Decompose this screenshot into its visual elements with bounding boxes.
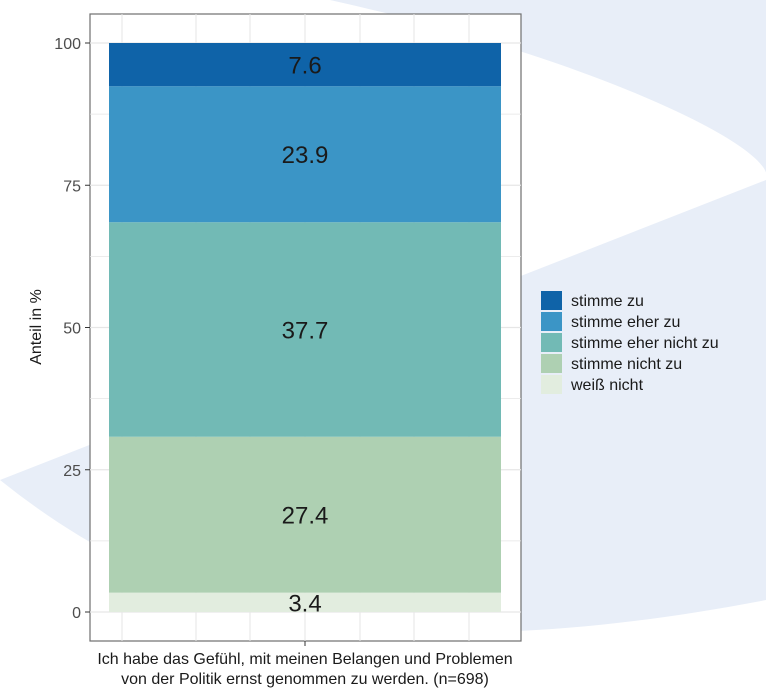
legend: stimme zu stimme eher zu stimme eher nicht… [541, 291, 719, 394]
bar-segment-2 [109, 222, 501, 437]
bar-segment-4 [109, 43, 501, 87]
legend-swatch-2 [541, 333, 562, 352]
x-category-label-line-2: von der Politik ernst genommen zu werden… [121, 671, 489, 688]
legend-swatch-4 [541, 375, 562, 394]
segment-value-label-3: 23.9 [282, 142, 329, 169]
legend-label-1: stimme eher zu [571, 314, 680, 331]
y-axis-title: Anteil in % [28, 289, 45, 365]
legend-label-4: weiß nicht [570, 377, 644, 394]
y-tick-label-1: 25 [63, 463, 81, 480]
legend-label-0: stimme zu [571, 293, 644, 310]
segment-value-label-4: 7.6 [288, 53, 321, 80]
y-axis-ticks: 0 25 50 75 100 [54, 36, 306, 646]
legend-swatch-0 [541, 291, 562, 310]
y-tick-label-0: 0 [72, 605, 81, 622]
segment-value-label-0: 3.4 [288, 590, 321, 617]
legend-swatch-3 [541, 354, 562, 373]
segment-labels: 3.4 27.4 37.7 23.9 7.6 [282, 53, 329, 618]
y-tick-label-3: 75 [63, 178, 81, 195]
bar-segments [109, 43, 501, 612]
bar-segment-3 [109, 86, 501, 223]
y-tick-label-2: 50 [63, 321, 81, 338]
segment-value-label-2: 37.7 [282, 317, 329, 344]
legend-label-2: stimme eher nicht zu [571, 335, 719, 352]
bar-segment-1 [109, 436, 501, 593]
bar-segment-0 [109, 592, 501, 612]
y-tick-label-4: 100 [54, 36, 81, 53]
x-category-label-line-1: Ich habe das Gefühl, mit meinen Belangen… [97, 651, 512, 668]
legend-swatch-1 [541, 312, 562, 331]
segment-value-label-1: 27.4 [282, 503, 329, 530]
legend-label-3: stimme nicht zu [571, 356, 682, 373]
